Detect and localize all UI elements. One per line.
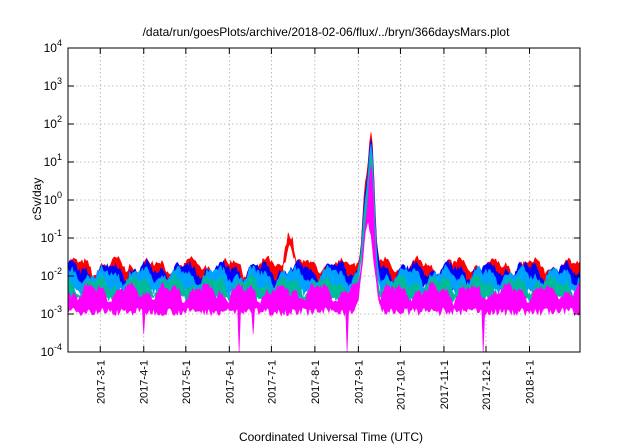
x-tick-label: 2017-3-1 [95,360,107,404]
series-band [67,165,581,353]
y-tick-label: 100 [44,190,62,207]
y-tick-label: 10-1 [41,228,62,245]
y-tick-label: 10-3 [41,304,62,321]
x-tick-label: 2017-4-1 [139,360,151,404]
x-tick-label: 2017-11-1 [439,360,451,409]
x-tick-label: 2017-8-1 [310,360,322,404]
x-tick-label: 2017-10-1 [395,360,407,410]
x-tick-label: 2017-5-1 [181,360,193,404]
y-ticks: 10-4 10-3 10-2 10-1 100 101 102 103 104 [41,38,580,359]
x-axis-label: Coordinated Universal Time (UTC) [239,430,423,444]
y-tick-label: 102 [44,114,62,131]
y-tick-label: 101 [44,152,62,169]
x-tick-label: 2017-12-1 [481,360,493,410]
y-axis-label: cSv/day [30,178,44,221]
x-ticks: 2017-3-1 2017-4-1 2017-5-1 2017-6-1 2017-7-1… [95,48,537,410]
y-tick-label: 10-2 [41,266,62,283]
x-tick-label: 2017-6-1 [224,360,236,404]
chart-title: /data/run/goesPlots/archive/2018-02-06/f… [143,25,511,39]
y-tick-label: 10-4 [41,342,62,359]
x-tick-label: 2017-9-1 [353,360,365,404]
y-tick-label: 103 [44,76,62,93]
y-tick-label: 104 [44,38,62,55]
series-area [67,165,581,353]
x-tick-label: 2018-1-1 [525,360,537,404]
series-layer [67,132,581,353]
x-tick-label: 2017-7-1 [266,360,278,404]
